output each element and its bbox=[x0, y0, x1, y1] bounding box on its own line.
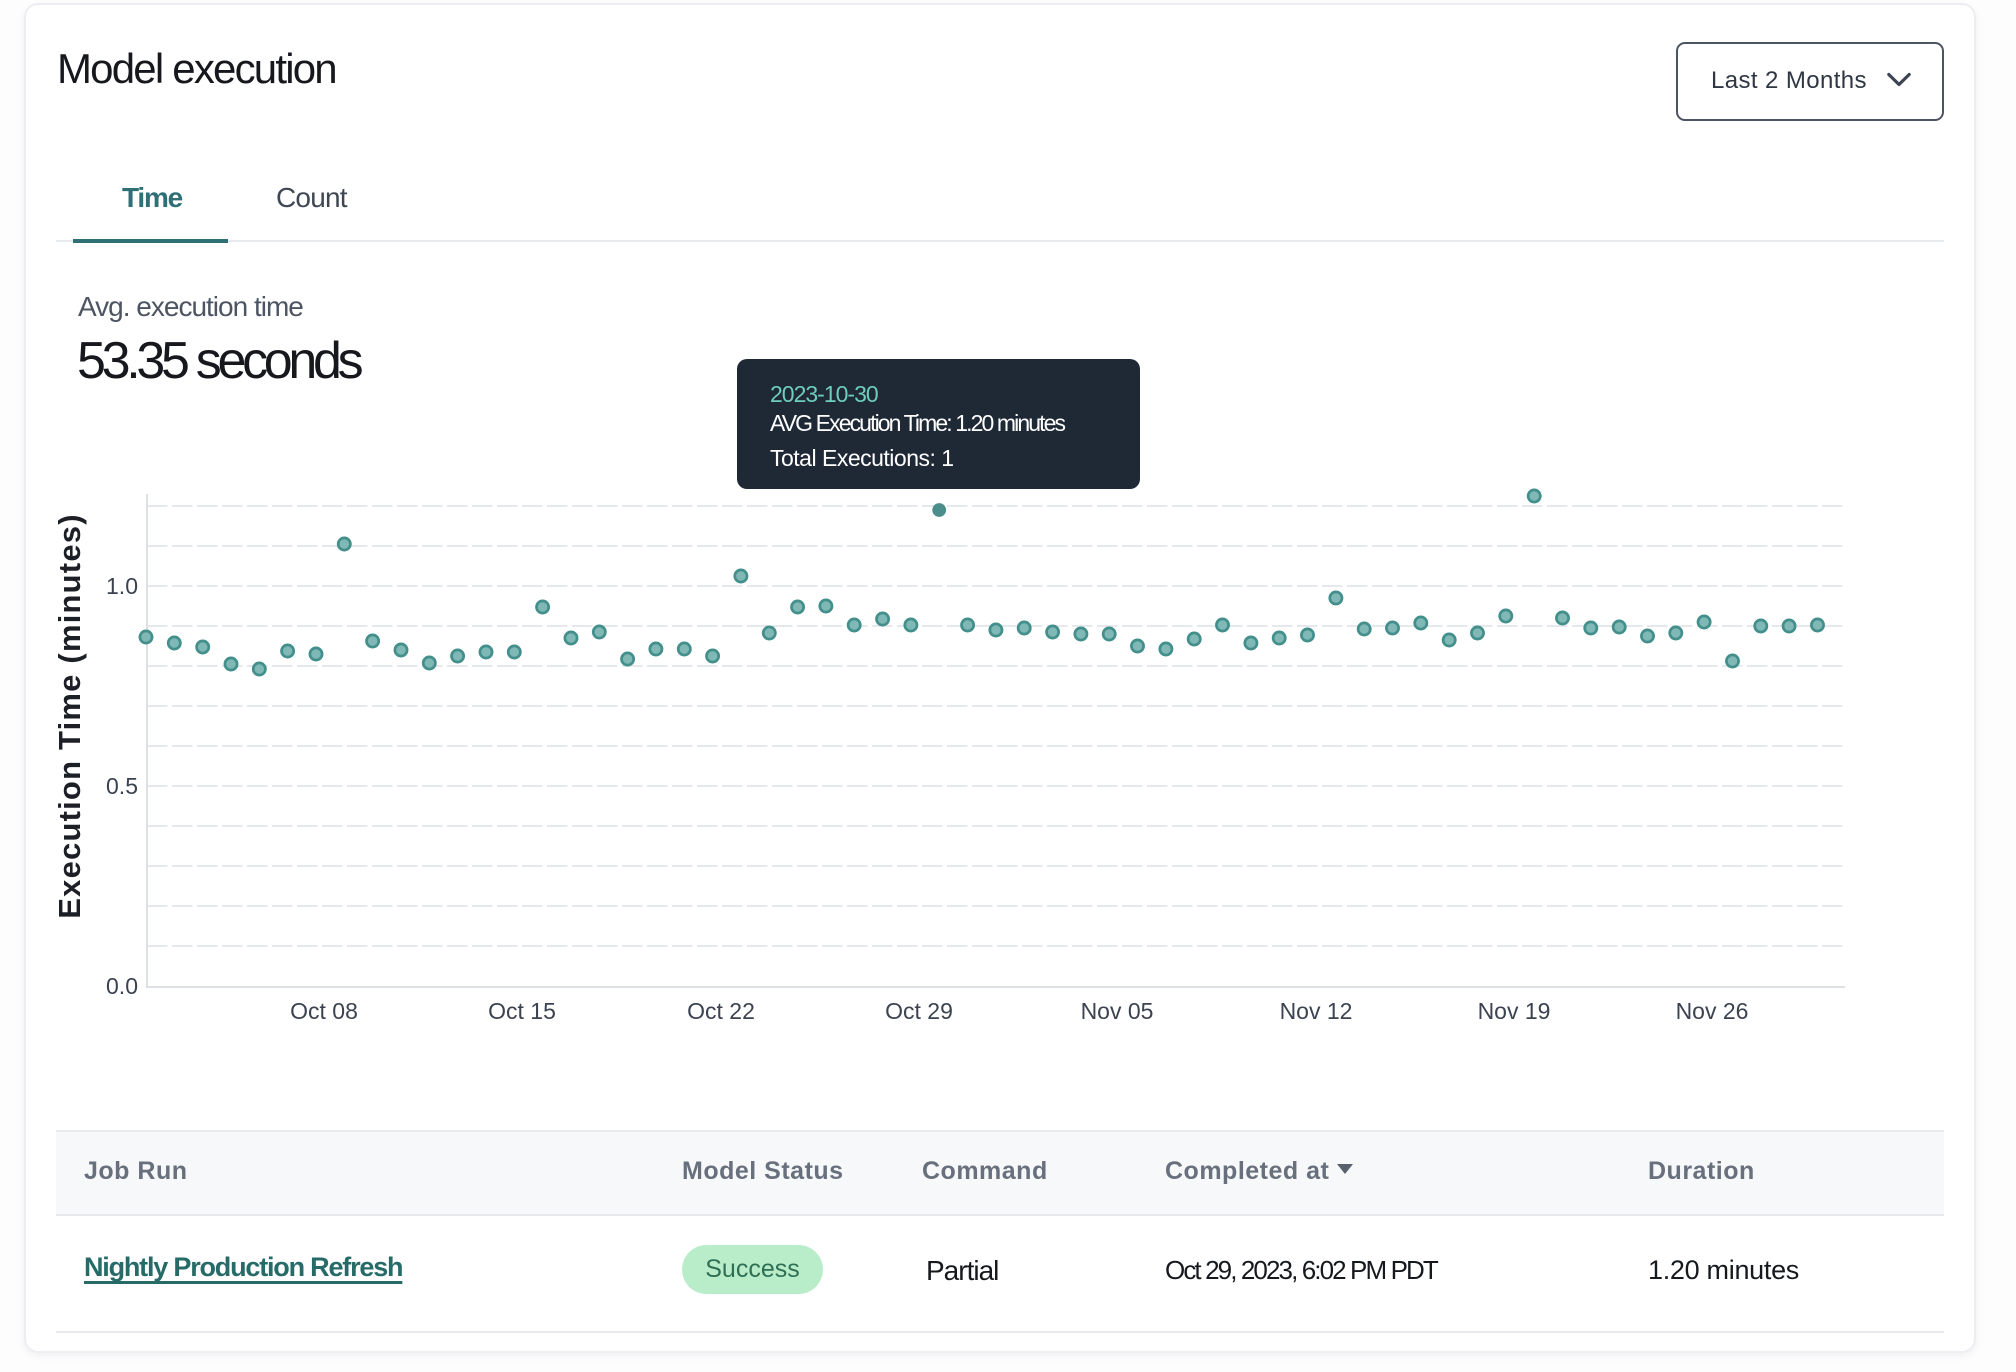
svg-text:1.0: 1.0 bbox=[106, 573, 138, 599]
svg-text:0.5: 0.5 bbox=[106, 773, 138, 799]
svg-text:Nov 26: Nov 26 bbox=[1676, 998, 1749, 1024]
svg-text:Oct 08: Oct 08 bbox=[290, 998, 358, 1024]
svg-text:Oct 22: Oct 22 bbox=[687, 998, 755, 1024]
svg-text:Nov 05: Nov 05 bbox=[1081, 998, 1154, 1024]
svg-text:Nov 19: Nov 19 bbox=[1478, 998, 1551, 1024]
svg-text:Oct 15: Oct 15 bbox=[488, 998, 556, 1024]
svg-text:Oct 29: Oct 29 bbox=[885, 998, 953, 1024]
svg-text:Nov 12: Nov 12 bbox=[1280, 998, 1353, 1024]
svg-text:0.0: 0.0 bbox=[106, 973, 138, 999]
svg-text:Execution Time (minutes): Execution Time (minutes) bbox=[52, 513, 87, 918]
